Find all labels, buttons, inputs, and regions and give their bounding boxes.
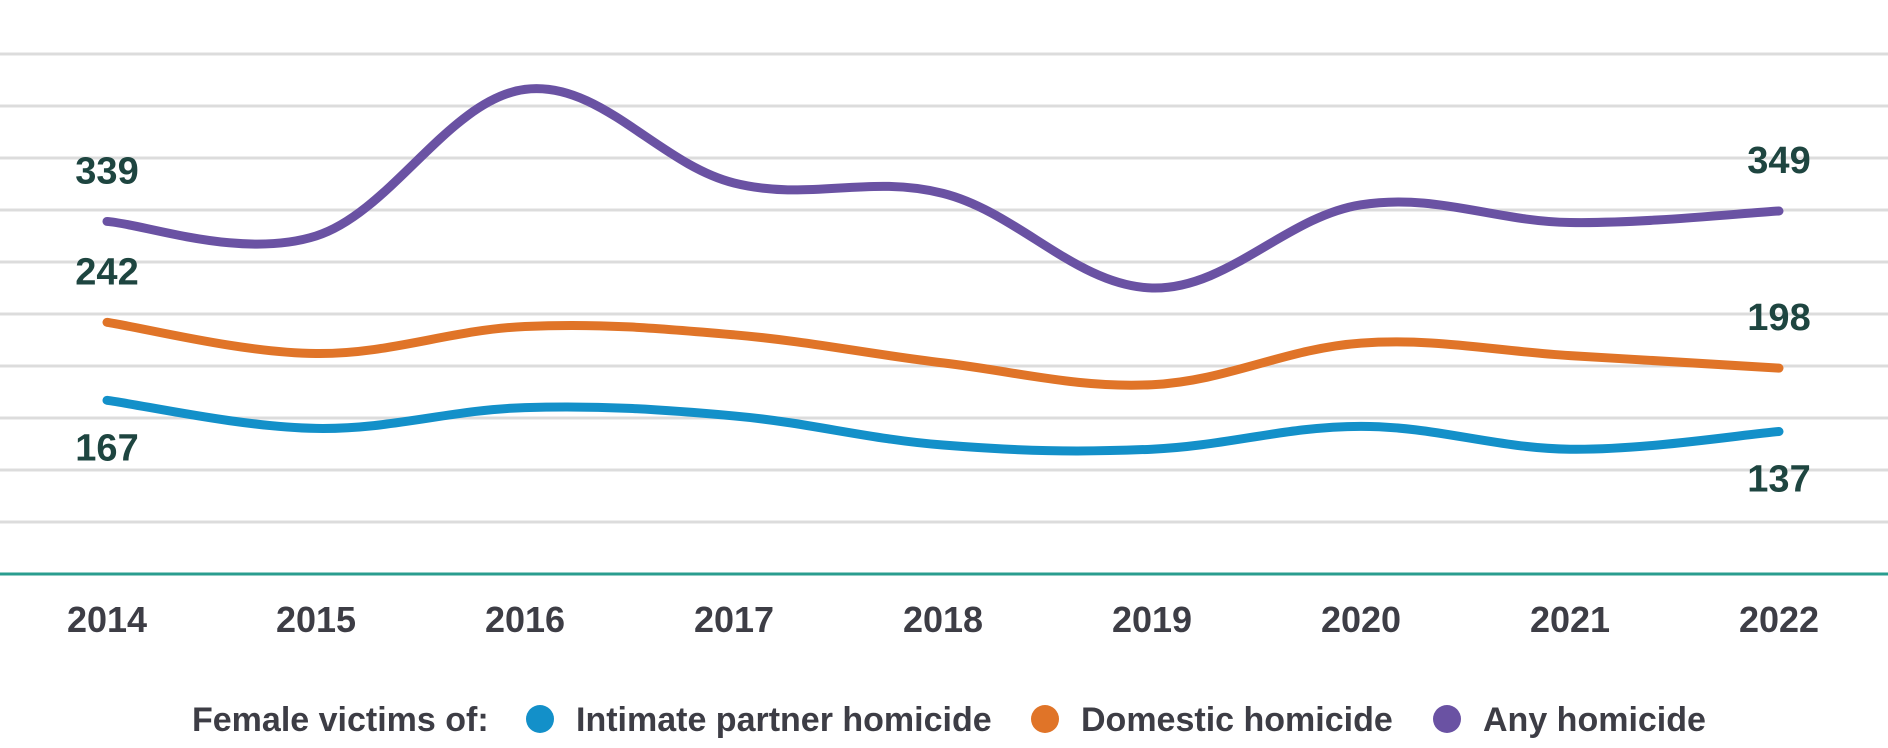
legend-label: Any homicide xyxy=(1483,701,1706,739)
series-line-2 xyxy=(102,84,1784,293)
legend-label: Intimate partner homicide xyxy=(576,701,992,739)
x-tick-label: 2021 xyxy=(1530,599,1610,640)
legend-marker xyxy=(1031,705,1059,733)
gridlines xyxy=(0,52,1888,576)
legend: Female victims of: Intimate partner homi… xyxy=(192,701,1706,739)
series-line-0 xyxy=(102,395,1784,456)
x-tick-label: 2017 xyxy=(694,599,774,640)
x-axis-tick-labels: 2014 2015 2016 2017 2018 2019 2020 2021 2022 xyxy=(67,599,1819,640)
legend-title: Female victims of: xyxy=(192,701,489,739)
x-tick-label: 2015 xyxy=(276,599,356,640)
legend-marker xyxy=(526,705,554,733)
x-tick-label: 2020 xyxy=(1321,599,1401,640)
data-label: 167 xyxy=(75,427,138,469)
data-label: 198 xyxy=(1747,297,1810,339)
x-tick-label: 2016 xyxy=(485,599,565,640)
x-tick-label: 2014 xyxy=(67,599,147,640)
data-label: 137 xyxy=(1747,459,1810,501)
x-tick-label: 2018 xyxy=(903,599,983,640)
x-tick-label: 2022 xyxy=(1739,599,1819,640)
series-line-1 xyxy=(102,317,1784,390)
legend-marker xyxy=(1433,705,1461,733)
series-lines xyxy=(102,84,1784,456)
legend-label: Domestic homicide xyxy=(1081,701,1393,739)
data-labels: 167 137 242 198 339 349 xyxy=(75,140,1810,500)
data-label: 349 xyxy=(1747,140,1810,182)
data-label: 339 xyxy=(75,150,138,192)
data-label: 242 xyxy=(75,251,138,293)
x-tick-label: 2019 xyxy=(1112,599,1192,640)
